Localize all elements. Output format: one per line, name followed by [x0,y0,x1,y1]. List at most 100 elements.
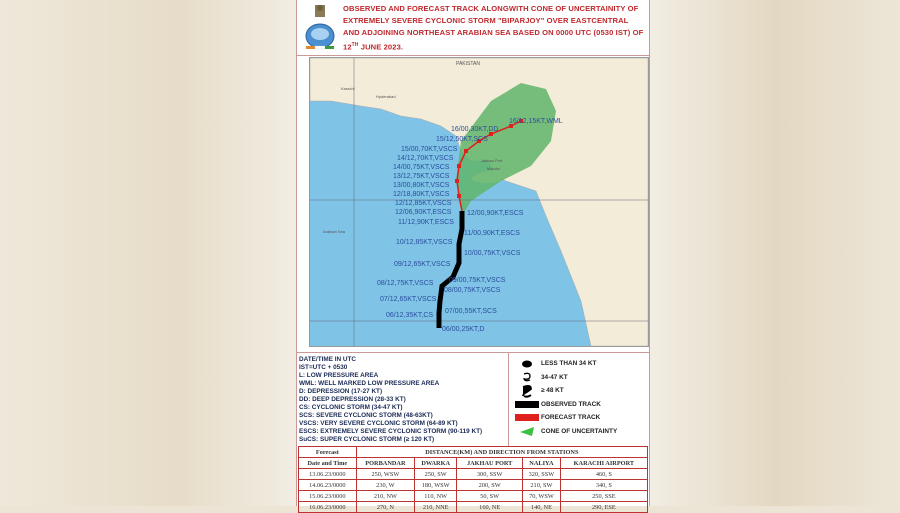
large-cyclone-icon [513,384,541,398]
legend-entry: VSCS: VERY SEVERE CYCLONIC STORM (64-89 … [299,420,458,427]
legend-entry: WML: WELL MARKED LOW PRESSURE AREA [299,380,440,387]
track-label: 08/12,75KT,VSCS [377,280,434,287]
forecast-point [489,132,493,136]
abbreviation-legend: DATE/TIME IN UTC IST=UTC + 0530 L: LOW PRE… [299,356,482,444]
legend-entry: SCS: SEVERE CYCLONIC STORM (48-63KT) [299,412,433,419]
legend: DATE/TIME IN UTC IST=UTC + 0530 L: LOW PRE… [297,352,649,446]
background-right [650,0,900,506]
track-label: 12/18,80KT,VSCS [393,191,450,198]
station-header: JAKHAU PORT [456,457,524,469]
table-cell: 15.06.23/0000 [298,490,357,502]
track-label: 06/12,35KT,CS [386,312,433,319]
track-label: 14/00,75KT,VSCS [393,164,450,171]
distance-table: Forecast DISTANCE(KM) AND DIRECTION FROM … [298,446,649,513]
table-cell: 210, NNE [414,501,458,513]
legend-entry: ESCS: EXTREMELY SEVERE CYCLONIC STORM (9… [299,428,483,435]
table-cell: 290, ESE [559,501,649,513]
place-label: Hyderabad [376,94,396,99]
legend-symbol-label: 34-47 KT [541,373,568,381]
track-label: 15/12,50KT,SCS [436,136,488,143]
imd-logo [305,5,335,50]
table-cell: 270, N [355,501,416,513]
track-label: 13/12,75KT,VSCS [393,173,450,180]
red-bar-icon [513,414,541,422]
track-label: 16/00,30KT,DD [451,126,498,133]
track-label: 12/12,85KT,VSCS [395,200,452,207]
legend-entry: DD: DEEP DEPRESSION (28-33 KT) [299,396,406,403]
header-distance: DISTANCE(KM) AND DIRECTION FROM STATIONS [355,446,649,458]
table-cell: 140, NE [522,501,561,513]
place-label: Karachi [341,86,355,91]
track-label: 15/00,70KT,VSCS [401,146,458,153]
track-label: 12/06,90KT,ESCS [395,209,452,216]
green-cone-icon [513,426,541,436]
table-row: 14.06.23/0000 230, W 180, WSW 200, SW 210, S… [298,479,649,491]
table-cell: 200, SW [456,479,524,491]
table-cell: 320, SSW [522,468,561,480]
track-label: 13/00,80KT,VSCS [393,182,450,189]
table-cell: 250, SW [414,468,458,480]
header-datetime: Date and Time [298,457,357,469]
forecast-point [464,149,468,153]
station-header: KARACHI AIRPORT [559,457,649,469]
table-cell: 300, SSW [456,468,524,480]
legend-entry: CS: CYCLONIC STORM (34-47 KT) [299,404,403,411]
forecast-point [477,139,481,143]
track-label: 16/12,15KT,WML [509,118,563,125]
legend-symbol-entry: LESS THAN 34 KT [513,357,617,371]
legend-symbol-entry: FORECAST TRACK [513,411,617,425]
track-label: 09/00,75KT,VSCS [449,277,506,284]
legend-symbol-label: ≥ 48 KT [541,387,564,395]
track-label: 06/00,25KT,D [442,326,484,333]
track-label: 12/00,90KT,ESCS [467,210,524,217]
symbol-legend: LESS THAN 34 KT 34-47 KT ≥ 48 KT OBSERVED T… [513,357,617,438]
legend-symbol-label: LESS THAN 34 KT [541,360,597,368]
legend-entry: D: DEPRESSION (17-27 KT) [299,388,383,395]
table-cell: 460, S [559,468,649,480]
track-label: 07/00,55KT,SCS [445,308,497,315]
table-cell: 50, SW [456,490,524,502]
legend-entry: DATE/TIME IN UTC [299,356,357,363]
bulletin-page: OBSERVED AND FORECAST TRACK ALONGWITH CO… [296,0,650,513]
track-label: 10/12,85KT,VSCS [396,239,453,246]
table-cell: 210, SW [522,479,561,491]
observed-track [436,211,465,328]
table-cell: 160, NE [456,501,524,513]
track-label: 14/12,70KT,VSCS [397,155,454,162]
track-label: 07/12,65KT,VSCS [380,296,437,303]
table-cell: 70, WSW [522,490,561,502]
table-cell: 110, NW [414,490,458,502]
track-label: 11/00,90KT,ESCS [464,230,520,237]
legend-symbol-label: CONE OF UNCERTAINTY [541,427,618,435]
filled-dot-icon [513,360,541,368]
track-label: 09/12,65KT,VSCS [394,261,451,268]
station-header: DWARKA [414,457,458,469]
track-label: 11/12,90KT,ESCS [398,219,454,226]
legend-entry: L: LOW PRESSURE AREA [299,372,379,379]
legend-symbol-entry: OBSERVED TRACK [513,398,617,412]
header-forecast: Forecast [298,446,357,458]
forecast-point [457,194,461,198]
table-row: 15.06.23/0000 210, NW 110, NW 50, SW 70, WSW… [298,490,649,502]
table-row: 16.06.23/0000 270, N 210, NNE 160, NE 140, N… [298,501,649,513]
legend-symbol-entry: 34-47 KT [513,371,617,385]
place-label: Mandvi [487,166,500,171]
header: OBSERVED AND FORECAST TRACK ALONGWITH CO… [297,0,649,56]
table-cell: 210, NW [355,490,416,502]
table-cell: 250, SSE [559,490,649,502]
table-cell: 230, W [355,479,416,491]
place-label: Arabian Sea [323,229,346,234]
table-row: 13.06.23/0000 250, WSW 250, SW 300, SSW 320,… [298,468,649,480]
table-cell: 340, S [559,479,649,491]
table-cell: 180, WSW [414,479,458,491]
cone-of-uncertainty [456,83,556,216]
forecast-point [455,179,459,183]
background-left [0,0,296,506]
legend-entry: SuCS: SUPER CYCLONIC STORM (≥ 120 KT) [299,436,435,443]
station-header: PORBANDAR [355,457,416,469]
black-bar-icon [513,400,541,408]
small-cyclone-icon [513,371,541,383]
legend-entry: IST=UTC + 0530 [299,364,348,371]
forecast-point [457,164,461,168]
legend-symbol-entry: CONE OF UNCERTAINTY [513,425,617,439]
